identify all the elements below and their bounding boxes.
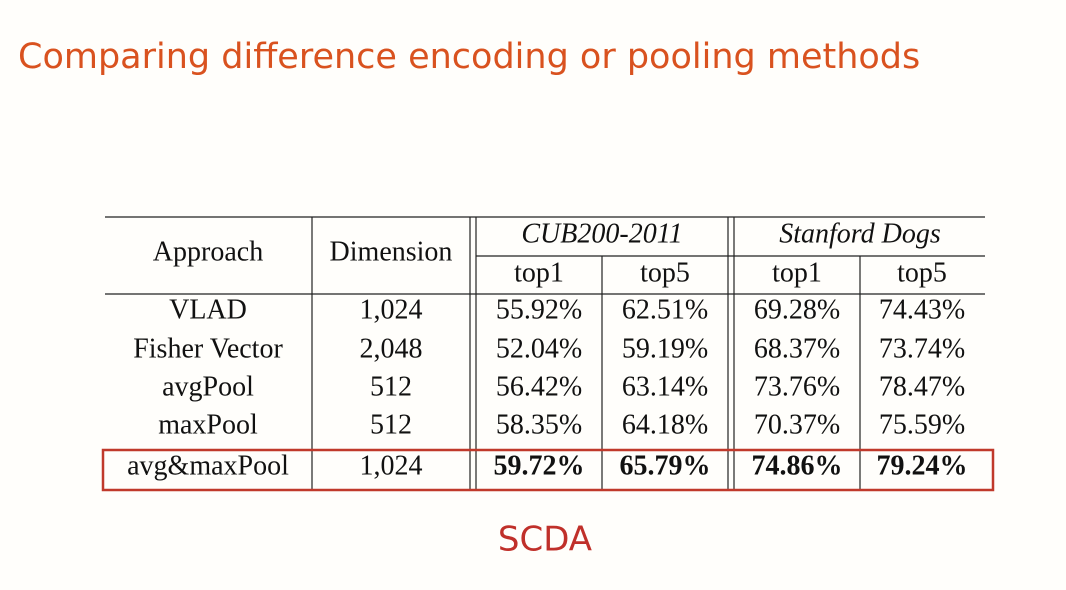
footer-label: SCDA — [498, 520, 592, 560]
table-cell: 512 — [370, 371, 412, 402]
table-lines — [101, 216, 995, 492]
table-cell: avg&maxPool — [127, 450, 289, 481]
table-cell: 69.28% — [754, 294, 840, 325]
table-cell: 52.04% — [496, 333, 582, 364]
highlight-box — [101, 448, 995, 492]
table-cell: 56.42% — [496, 371, 582, 402]
table-cell: 68.37% — [754, 333, 840, 364]
table-cell: 75.59% — [879, 409, 965, 440]
table-cell: 58.35% — [496, 409, 582, 440]
table-cell: 512 — [370, 409, 412, 440]
table-cell: 70.37% — [754, 409, 840, 440]
table-cell: maxPool — [158, 409, 258, 440]
table-cell: 78.47% — [879, 371, 965, 402]
subcolumn-header: top1 — [772, 257, 822, 288]
header-cell: Approach — [153, 236, 263, 267]
header-cell: Dimension — [330, 236, 453, 267]
group-header: Stanford Dogs — [779, 218, 941, 249]
table-cell: 63.14% — [622, 371, 708, 402]
table-cell: Fisher Vector — [133, 333, 283, 364]
table-cell: 64.18% — [622, 409, 708, 440]
table-cell: 1,024 — [360, 294, 423, 325]
table-cell: 73.74% — [879, 333, 965, 364]
table-cell: 55.92% — [496, 294, 582, 325]
table-cell: 79.24% — [877, 450, 968, 481]
table-cell: 74.43% — [879, 294, 965, 325]
table-cell: 74.86% — [752, 450, 843, 481]
table-cell: 1,024 — [360, 450, 423, 481]
subcolumn-header: top5 — [897, 257, 947, 288]
subcolumn-header: top5 — [640, 257, 690, 288]
group-header: CUB200-2011 — [521, 218, 682, 249]
table-cell: 65.79% — [620, 450, 711, 481]
table-cell: VLAD — [169, 294, 247, 325]
table-cell: 62.51% — [622, 294, 708, 325]
slide-title: Comparing difference encoding or pooling… — [18, 37, 920, 77]
subcolumn-header: top1 — [514, 257, 564, 288]
table-cell: 2,048 — [360, 333, 423, 364]
table-cell: 59.72% — [494, 450, 585, 481]
table-cell: 59.19% — [622, 333, 708, 364]
table-cell: 73.76% — [754, 371, 840, 402]
table-cell: avgPool — [162, 371, 254, 402]
